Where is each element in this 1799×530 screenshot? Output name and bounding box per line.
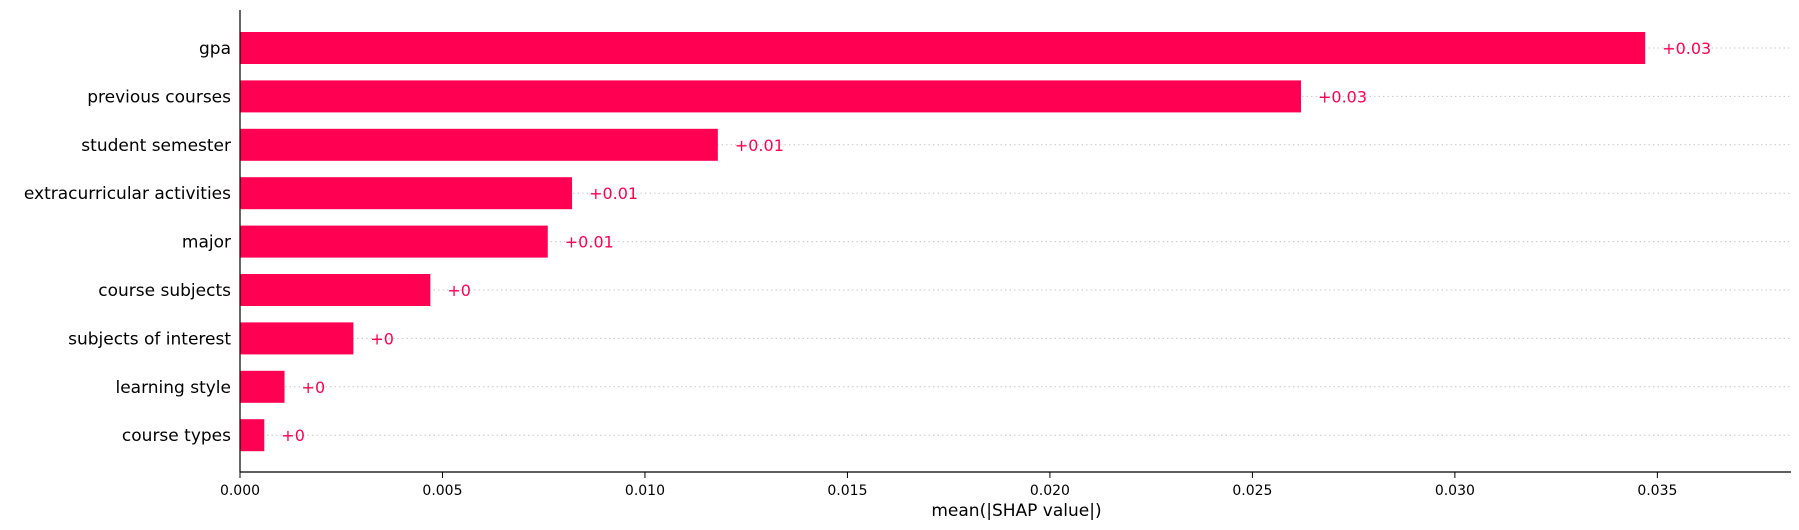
feature-label: gpa [199,39,231,59]
bar [240,128,718,161]
bar [240,274,431,306]
value-label: +0.01 [735,136,784,155]
bar [240,225,548,258]
x-axis-title: mean(|SHAP value|) [931,501,1101,521]
axes [239,10,1791,473]
x-tick-label: 0.020 [1030,483,1070,499]
feature-label: major [182,233,231,253]
feature-labels: gpa previous courses student semester extra… [24,39,231,446]
x-tick-label: 0.025 [1232,483,1272,499]
value-labels: +0.03 +0.03 +0.01 +0.01 +0.01 +0 +0 +0 +0 [281,39,1711,445]
x-tick-label: 0.005 [422,483,462,499]
value-label: +0 [370,329,394,348]
x-tick-label: 0.000 [220,483,260,499]
feature-label: extracurricular activities [24,184,231,204]
bar [240,419,265,452]
feature-label: course subjects [98,281,231,301]
value-label: +0 [281,426,305,445]
bar [240,370,285,403]
value-label: +0 [447,281,471,300]
value-label: +0.01 [589,184,638,203]
feature-label: subjects of interest [68,329,231,349]
x-tick-label: 0.035 [1637,483,1677,499]
value-label: +0.03 [1318,87,1367,106]
bars [240,32,1646,452]
feature-label: student semester [81,136,231,156]
x-tick-label: 0.030 [1435,483,1475,499]
x-ticks: 0.000 0.005 0.010 0.015 0.020 0.025 0.030 0.035 [220,472,1677,499]
bar [240,80,1301,113]
value-label: +0.01 [565,233,614,252]
value-label: +0.03 [1662,39,1711,58]
feature-label: learning style [115,378,231,398]
x-tick-label: 0.010 [625,483,665,499]
bar [240,32,1646,64]
value-label: +0 [302,378,326,397]
bar [240,322,354,355]
x-tick-label: 0.015 [827,483,867,499]
bar [240,177,573,210]
feature-label: previous courses [87,87,231,107]
feature-label: course types [122,426,231,446]
